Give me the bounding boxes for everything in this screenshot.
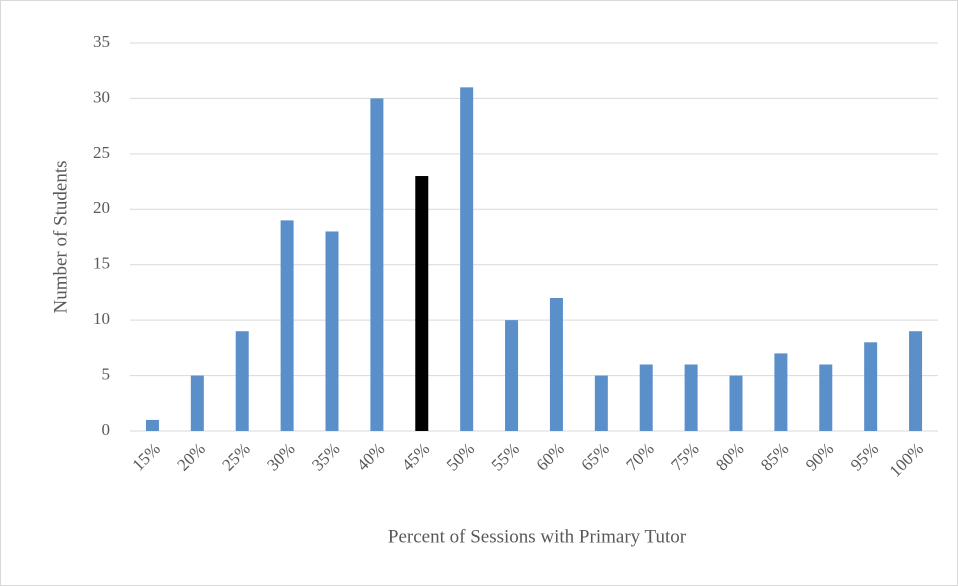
bar <box>909 331 923 431</box>
y-tick-label: 5 <box>102 364 111 383</box>
y-tick-label: 10 <box>93 309 110 328</box>
y-tick-label: 30 <box>93 87 110 106</box>
bar <box>325 231 339 431</box>
bar <box>639 364 653 431</box>
bar <box>549 297 563 431</box>
bar <box>864 342 878 431</box>
y-axis-label: Number of Students <box>50 160 71 313</box>
x-axis-label: Percent of Sessions with Primary Tutor <box>388 526 687 547</box>
bar <box>280 220 294 431</box>
bar <box>684 364 698 431</box>
bar <box>774 353 788 431</box>
bar <box>819 364 833 431</box>
bar <box>190 375 204 431</box>
y-tick-label: 0 <box>102 420 111 439</box>
y-tick-label: 25 <box>93 143 110 162</box>
bar <box>594 375 608 431</box>
y-tick-label: 20 <box>93 198 110 217</box>
bar <box>729 375 743 431</box>
bar <box>505 320 519 431</box>
bar <box>460 87 474 431</box>
bar <box>145 419 159 431</box>
bar <box>235 331 249 431</box>
bar <box>370 98 384 431</box>
bar <box>415 176 429 431</box>
y-tick-label: 35 <box>93 32 110 51</box>
y-tick-label: 15 <box>93 254 110 273</box>
